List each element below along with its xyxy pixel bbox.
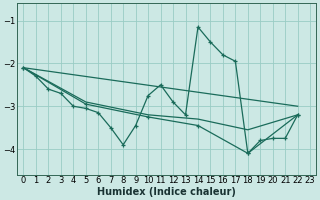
X-axis label: Humidex (Indice chaleur): Humidex (Indice chaleur) (97, 187, 236, 197)
